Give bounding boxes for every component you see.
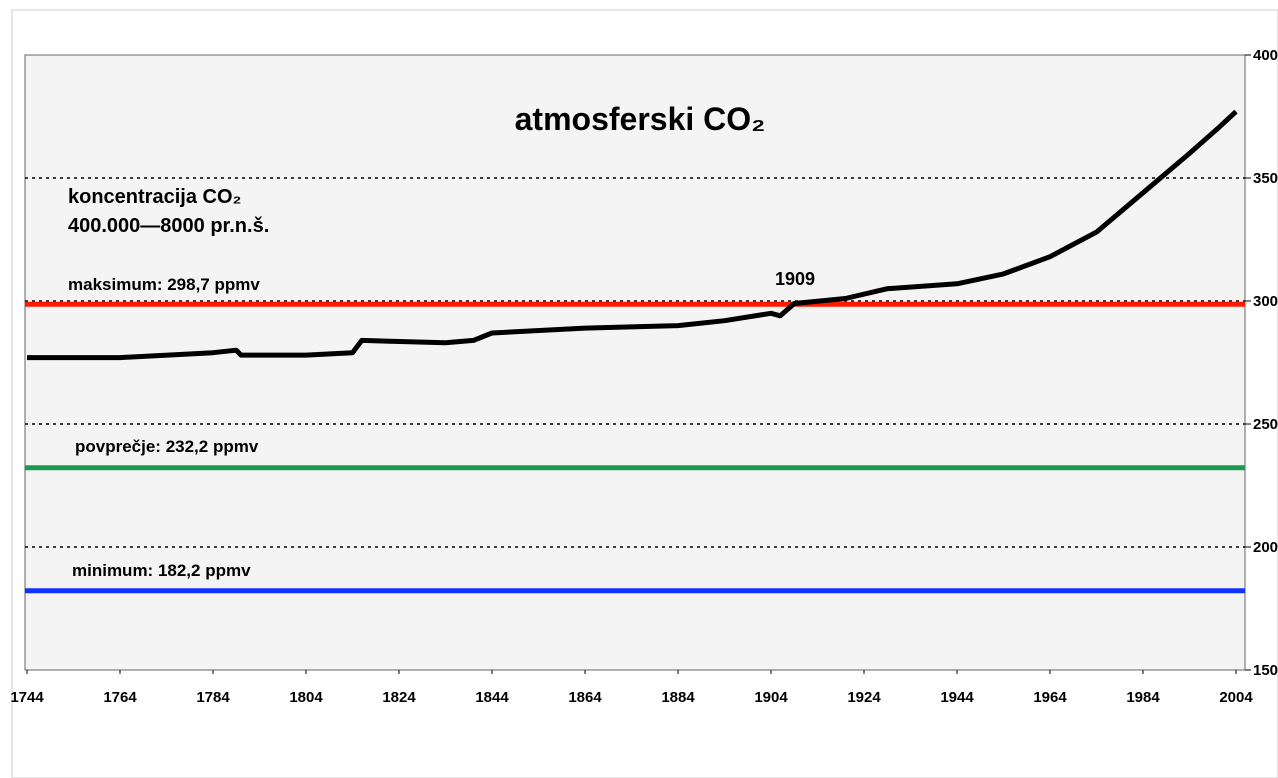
y-tick-label: 150 xyxy=(1253,662,1278,679)
y-tick-label: 350 xyxy=(1253,170,1278,187)
annotation: koncentracija CO₂ xyxy=(68,186,241,208)
data-line xyxy=(27,109,1238,361)
annotation: 1909 xyxy=(775,269,815,289)
x-tick-label: 1964 xyxy=(1033,689,1067,706)
x-tick-label: 1884 xyxy=(661,689,695,706)
x-tick-label: 1844 xyxy=(475,689,509,706)
x-tick-label: 1784 xyxy=(196,689,230,706)
annotation: 400.000—8000 pr.n.š. xyxy=(68,215,269,237)
reference-label: minimum: 182,2 ppmv xyxy=(72,561,251,580)
frame xyxy=(11,9,1278,778)
y-tick-label: 250 xyxy=(1253,416,1278,433)
x-tick-label: 1824 xyxy=(382,689,416,706)
reference-label: maksimum: 298,7 ppmv xyxy=(68,275,260,294)
y-tick-label: 200 xyxy=(1253,539,1278,556)
chart-title: atmosferski CO₂ xyxy=(515,101,766,137)
x-tick-label: 1804 xyxy=(289,689,323,706)
x-tick-label: 2004 xyxy=(1219,689,1253,706)
x-tick-label: 1944 xyxy=(940,689,974,706)
plot-area xyxy=(24,54,1246,671)
reference-label: povprečje: 232,2 ppmv xyxy=(75,437,259,456)
x-tick-label: 1764 xyxy=(103,689,137,706)
y-tick-label: 400 xyxy=(1253,47,1278,64)
x-tick-label: 1904 xyxy=(754,689,788,706)
x-tick-label: 1924 xyxy=(847,689,881,706)
y-tick-label: 300 xyxy=(1253,293,1278,310)
x-tick-label: 1744 xyxy=(10,689,44,706)
x-tick-label: 1984 xyxy=(1126,689,1160,706)
x-tick-label: 1864 xyxy=(568,689,602,706)
